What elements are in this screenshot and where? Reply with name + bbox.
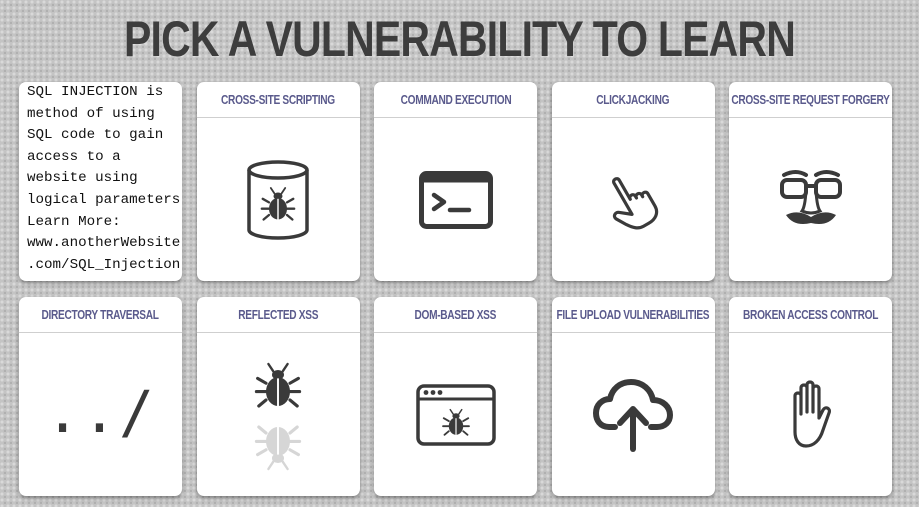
card-label: DIRECTORY TRAVERSAL bbox=[19, 297, 182, 333]
card-clickjacking[interactable]: CLICKJACKING bbox=[551, 82, 715, 281]
info-line: www.anotherWebsite bbox=[27, 235, 181, 252]
terminal-icon bbox=[418, 170, 493, 229]
info-panel: SQL INJECTION is method of using SQL cod… bbox=[19, 82, 182, 281]
browser-bug-icon bbox=[415, 383, 496, 446]
page-title: PICK A VULNERABILITY TO LEARN ABOUT bbox=[124, 11, 796, 133]
card-label: COMMAND EXECUTION bbox=[374, 82, 537, 118]
cloud-upload-icon bbox=[593, 378, 673, 452]
card-label: BROKEN ACCESS CONTROL bbox=[729, 297, 892, 333]
info-line: method of using bbox=[27, 105, 155, 122]
card-reflected-xss[interactable]: REFLECTED XSS bbox=[196, 297, 360, 496]
card-command-execution[interactable]: COMMAND EXECUTION bbox=[374, 82, 537, 281]
disguise-glasses-icon bbox=[779, 169, 842, 224]
info-line: logical parameters bbox=[27, 191, 181, 208]
card-cross-site-scripting[interactable]: CROSS-SITE SCRIPTING bbox=[196, 82, 360, 281]
card-cross-site-request-forgery[interactable]: CROSS-SITE REQUEST FORGERY bbox=[729, 82, 892, 281]
card-label: DOM-BASED XSS bbox=[374, 297, 537, 333]
info-line: access to a bbox=[27, 148, 121, 165]
info-line: .com/SQL_Injection bbox=[27, 256, 181, 273]
card-file-upload-vulnerabilities[interactable]: FILE UPLOAD VULNERABILITIES bbox=[551, 297, 715, 496]
stop-hand-icon bbox=[792, 379, 831, 448]
reflected-bug-icon bbox=[254, 361, 302, 471]
card-broken-access-control[interactable]: BROKEN ACCESS CONTROL bbox=[729, 297, 892, 496]
vulnerability-grid: SQL INJECTION is method of using SQL cod… bbox=[19, 82, 892, 496]
database-bug-icon bbox=[247, 159, 309, 240]
info-line: SQL code to gain bbox=[27, 127, 164, 144]
info-line: website using bbox=[27, 170, 138, 187]
card-label: CROSS-SITE REQUEST FORGERY bbox=[729, 82, 892, 118]
card-label: REFLECTED XSS bbox=[196, 297, 360, 333]
pointer-hand-icon bbox=[612, 176, 659, 229]
info-line: SQL INJECTION is bbox=[27, 84, 164, 100]
card-label: CLICKJACKING bbox=[551, 82, 715, 118]
dot-dot-slash-icon: ../ bbox=[45, 377, 156, 446]
card-label: FILE UPLOAD VULNERABILITIES bbox=[551, 297, 715, 333]
card-dom-based-xss[interactable]: DOM-BASED XSS bbox=[374, 297, 537, 496]
info-line: Learn More: bbox=[27, 213, 121, 230]
card-directory-traversal[interactable]: DIRECTORY TRAVERSAL ../ bbox=[19, 297, 182, 496]
card-label: CROSS-SITE SCRIPTING bbox=[196, 82, 360, 118]
